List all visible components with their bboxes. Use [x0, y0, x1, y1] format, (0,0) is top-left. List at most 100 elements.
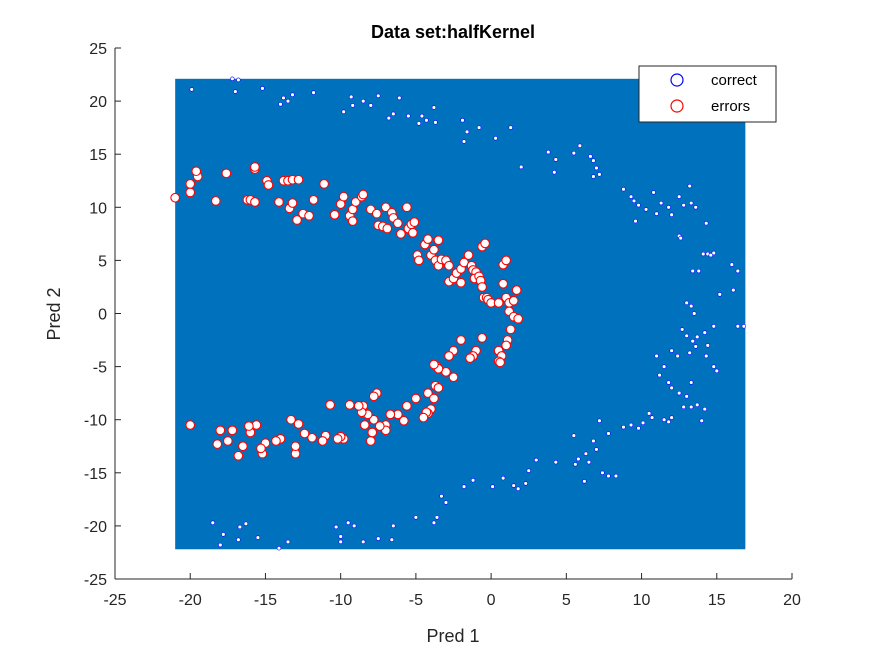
- error-point-55: [429, 244, 439, 255]
- correct-point-151: [255, 535, 261, 540]
- correct-point-72: [741, 324, 747, 329]
- correct-point-19: [406, 113, 411, 119]
- correct-point-87: [714, 368, 719, 374]
- error-point-137: [353, 401, 364, 411]
- correct-point-83: [693, 344, 698, 349]
- correct-point-117: [586, 459, 592, 465]
- error-point-152: [271, 436, 281, 446]
- x-tick-label-7: 10: [633, 592, 651, 609]
- correct-point-98: [681, 404, 686, 410]
- correct-point-3: [233, 89, 238, 94]
- correct-point-4: [260, 86, 265, 91]
- correct-point-143: [352, 523, 357, 529]
- correct-point-75: [692, 311, 697, 316]
- correct-point-156: [210, 520, 215, 525]
- correct-point-150: [276, 546, 282, 551]
- correct-point-60: [678, 235, 683, 241]
- correct-point-142: [376, 536, 381, 541]
- y-tick-label-8: 15: [89, 147, 107, 164]
- y-tick-label-4: -5: [93, 360, 107, 377]
- error-point-40: [382, 223, 393, 234]
- error-point-45: [402, 202, 412, 213]
- y-tick-label-2: -15: [84, 466, 107, 483]
- error-point-31: [350, 197, 361, 207]
- correct-point-74: [689, 303, 694, 309]
- correct-point-110: [628, 422, 634, 428]
- correct-point-54: [681, 202, 686, 208]
- correct-point-114: [594, 447, 599, 452]
- error-point-115: [429, 393, 439, 404]
- correct-point-92: [657, 372, 662, 378]
- correct-point-66: [711, 250, 716, 256]
- correct-point-136: [443, 500, 449, 505]
- correct-point-28: [476, 125, 482, 130]
- error-point-99: [495, 357, 505, 368]
- correct-point-140: [391, 523, 396, 529]
- error-point-5: [210, 196, 221, 206]
- correct-point-81: [705, 343, 710, 348]
- correct-point-77: [684, 333, 689, 339]
- correct-point-109: [636, 425, 641, 431]
- correct-point-141: [389, 537, 395, 542]
- x-tick-label-1: -20: [179, 592, 202, 609]
- error-point-14: [274, 197, 284, 207]
- error-point-6: [221, 168, 232, 179]
- correct-point-131: [500, 475, 506, 481]
- error-point-21: [293, 174, 304, 185]
- error-point-93: [505, 324, 516, 335]
- error-point-2: [185, 179, 196, 189]
- correct-point-144: [345, 520, 351, 525]
- correct-point-61: [690, 268, 695, 274]
- x-tick-label-4: -5: [409, 592, 423, 609]
- correct-point-100: [695, 402, 700, 408]
- correct-point-63: [701, 251, 706, 257]
- correct-point-103: [669, 415, 674, 420]
- error-point-48: [409, 217, 420, 228]
- error-point-82: [493, 298, 504, 308]
- y-tick-label-9: 20: [89, 94, 107, 111]
- correct-point-89: [675, 353, 680, 359]
- correct-point-73: [684, 300, 689, 306]
- correct-point-152: [236, 537, 241, 542]
- correct-point-41: [597, 172, 602, 177]
- correct-point-122: [600, 470, 605, 475]
- correct-point-123: [606, 473, 611, 479]
- correct-point-14: [368, 103, 373, 108]
- correct-point-62: [696, 268, 701, 274]
- correct-point-8: [290, 92, 295, 97]
- error-point-20: [292, 215, 302, 225]
- error-point-100: [477, 333, 487, 343]
- correct-point-108: [640, 420, 646, 426]
- points-layer: [170, 76, 747, 551]
- error-point-132: [365, 436, 376, 446]
- error-point-147: [293, 419, 304, 429]
- error-point-155: [256, 443, 266, 454]
- correct-point-112: [606, 431, 611, 436]
- error-point-36: [371, 208, 382, 219]
- error-point-160: [233, 450, 244, 461]
- correct-point-116: [583, 451, 589, 456]
- correct-point-147: [338, 539, 343, 545]
- error-point-25: [319, 179, 329, 189]
- correct-point-99: [689, 404, 694, 410]
- correct-point-40: [591, 174, 596, 179]
- error-point-104: [456, 335, 466, 345]
- y-tick-label-3: -10: [84, 413, 107, 430]
- error-point-113: [433, 382, 444, 393]
- error-point-150: [286, 414, 296, 425]
- correct-point-2: [236, 77, 241, 83]
- error-point-130: [368, 414, 379, 425]
- correct-point-127: [526, 468, 531, 473]
- error-point-134: [359, 420, 370, 430]
- correct-point-17: [391, 111, 396, 117]
- error-point-9: [250, 197, 260, 207]
- error-point-13: [263, 180, 274, 190]
- error-point-149: [290, 441, 301, 452]
- correct-point-118: [582, 479, 587, 484]
- correct-point-6: [278, 102, 283, 107]
- error-point-159: [238, 441, 248, 452]
- y-tick-label-10: 25: [89, 41, 107, 58]
- correct-point-55: [687, 183, 692, 189]
- correct-point-50: [658, 200, 664, 206]
